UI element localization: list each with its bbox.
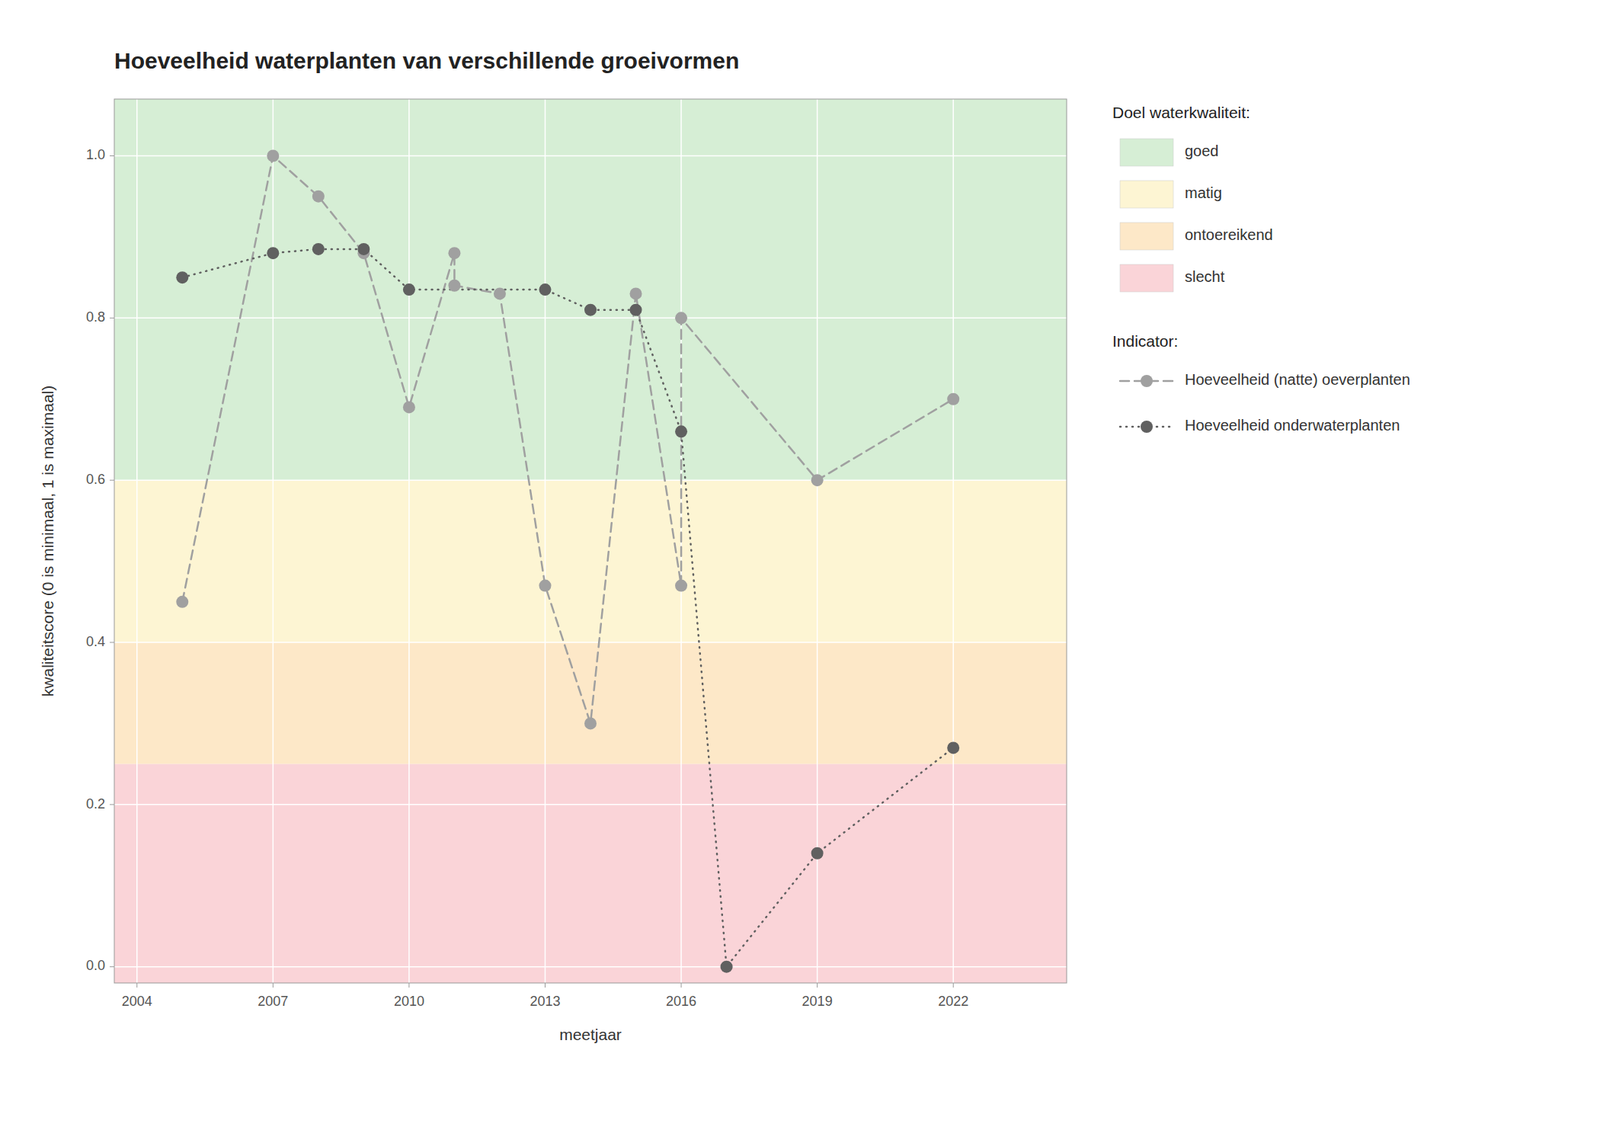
point (675, 579, 688, 592)
page: {"chart_data": { "type": "line", "title"… (0, 0, 1600, 1143)
point (811, 847, 824, 860)
legend-swatch (1120, 180, 1174, 208)
band (114, 480, 1067, 643)
grid (114, 99, 1067, 983)
tick-x (953, 982, 954, 988)
band (114, 764, 1067, 983)
tick-label-x: 2013 (529, 993, 560, 1009)
legend-swatch (1120, 222, 1174, 250)
plot-frame (114, 99, 1067, 983)
point (630, 287, 643, 300)
series-line (182, 155, 954, 724)
legend-label: matig (1184, 184, 1223, 202)
tick-label-y: 0.2 (86, 796, 106, 812)
point (176, 271, 189, 284)
background (0, 0, 1600, 1143)
point (493, 287, 506, 300)
point (448, 279, 461, 292)
point (312, 243, 325, 256)
tick-x (408, 982, 410, 988)
grid-line-y (114, 966, 1067, 968)
grid-line-y (114, 155, 1067, 157)
tick-x (816, 982, 818, 988)
point (675, 425, 688, 438)
tick-label-y: 1.0 (86, 147, 106, 163)
point (630, 304, 643, 317)
legend-marker (1140, 374, 1153, 388)
legend-label: Hoeveelheid onderwaterplanten (1184, 416, 1400, 434)
band (114, 642, 1067, 765)
tick-y (109, 317, 115, 319)
point (947, 741, 960, 754)
legend-label: goed (1184, 142, 1220, 160)
tick-x (544, 982, 546, 988)
grid-line-y (114, 479, 1067, 481)
legend: Doel waterkwaliteit: goed matig ontoereiken… (1112, 103, 1411, 434)
point (266, 149, 279, 162)
legend-label: ontoereikend (1184, 226, 1274, 244)
point (448, 246, 461, 260)
chart: 0.0 0.2 0.4 0.6 0.8 1.0 2004 2007 2010 2013 2016 20… (0, 0, 1600, 1143)
tick-x (681, 982, 682, 988)
grid-line-y (114, 803, 1067, 806)
point (584, 304, 597, 317)
point (538, 579, 551, 592)
grid-line-x (408, 99, 410, 983)
point (403, 400, 416, 413)
grid-line-y (114, 641, 1067, 644)
point (357, 243, 370, 256)
tick-label-y: 0.8 (86, 309, 106, 325)
title: Hoeveelheid waterplanten van verschillen… (114, 48, 740, 74)
x-axis-label: meetjaar (559, 1025, 622, 1044)
tick-label-x: 2022 (937, 993, 969, 1009)
tick-label-x: 2016 (665, 993, 697, 1009)
legend-label: slecht (1184, 268, 1226, 285)
legend-title: Indicator: (1112, 332, 1178, 350)
tick-y (109, 966, 115, 967)
point (176, 595, 189, 608)
legend-marker (1140, 420, 1153, 433)
grid-line-x (136, 99, 138, 983)
y-axis-label: kwaliteitscore (0 is minimaal, 1 is maxi… (38, 385, 57, 697)
tick-x (272, 982, 274, 988)
data (176, 149, 960, 973)
tick-label-x: 2004 (121, 993, 153, 1009)
tick-y (109, 803, 115, 805)
point (720, 960, 733, 973)
point (538, 283, 551, 296)
grid-line-x (952, 99, 954, 983)
tick-label-x: 2007 (257, 993, 288, 1009)
tick-label-x: 2010 (393, 993, 425, 1009)
legend-swatch (1120, 264, 1174, 292)
point (811, 473, 824, 487)
legend-label: Hoeveelheid (natte) oeverplanten (1184, 371, 1411, 388)
tick-y (109, 155, 115, 157)
tick-label-y: 0.4 (86, 633, 106, 650)
tick-x (136, 982, 138, 988)
tick-label-y: 0.0 (86, 957, 106, 973)
tick-label-x: 2019 (802, 993, 833, 1009)
grid-line-y (114, 317, 1067, 320)
tick-y (109, 480, 115, 481)
point (266, 246, 279, 260)
point (312, 190, 325, 203)
legend-swatch (1120, 138, 1174, 167)
point (584, 716, 597, 730)
series-line (182, 249, 954, 967)
point (947, 393, 960, 406)
point (403, 283, 416, 296)
legend-title: Doel waterkwaliteit: (1112, 103, 1251, 122)
band (114, 99, 1067, 480)
point (675, 311, 688, 324)
grid-line-x (544, 99, 547, 983)
tick-label-y: 0.6 (86, 471, 106, 487)
grid-line-x (272, 99, 275, 983)
bands (114, 99, 1067, 983)
tick-y (109, 642, 115, 644)
axes: 0.0 0.2 0.4 0.6 0.8 1.0 2004 2007 2010 2013 2016 20… (86, 147, 969, 1009)
